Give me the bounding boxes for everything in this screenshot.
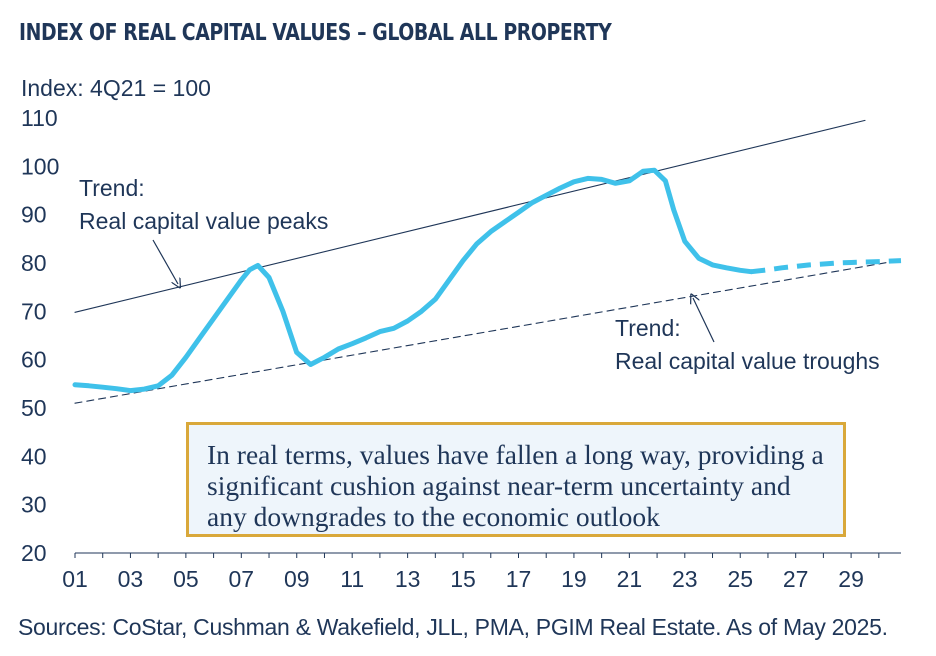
troughs-arrow	[693, 298, 715, 343]
y-axis-label: Index: 4Q21 = 100	[21, 75, 211, 101]
callout-box: In real terms, values have fallen a long…	[186, 422, 846, 537]
y-tick-label: 20	[21, 540, 47, 566]
x-tick-label: 07	[229, 566, 255, 592]
callout-text: In real terms, values have fallen a long…	[207, 439, 824, 532]
chart-title: INDEX OF REAL CAPITAL VALUES – GLOBAL AL…	[19, 20, 612, 46]
y-tick-label: 100	[21, 153, 59, 179]
x-tick-label: 17	[506, 566, 532, 592]
x-tick-label: 05	[173, 566, 199, 592]
x-tick-label: 13	[395, 566, 421, 592]
y-tick-label: 110	[21, 105, 58, 131]
peaks-annotation-line1: Trend:	[79, 175, 145, 201]
y-tick-label: 50	[21, 395, 47, 421]
annotations: Trend: Real capital value peaks Trend: R…	[79, 175, 880, 374]
x-axis: 01 03 05 07 09 11 13 15 17 19 21 23 25 27 29	[62, 552, 901, 592]
x-tick-label: 27	[783, 566, 809, 592]
x-tick-label: 15	[450, 566, 476, 592]
x-tick-label: 29	[838, 566, 864, 592]
x-tick-label: 11	[340, 566, 364, 592]
y-tick-label: 60	[21, 347, 47, 373]
y-tick-labels: 110 100 90 80 70 60 50 40 30 20	[21, 105, 59, 566]
series-line-1	[751, 258, 902, 275]
x-tick-label: 23	[672, 566, 698, 592]
troughs-annotation-line2: Real capital value troughs	[615, 348, 880, 374]
x-tick-label: 03	[118, 566, 144, 592]
trend-lines	[74, 119, 902, 404]
x-tick-label: 01	[62, 566, 88, 592]
series-lines	[72, 167, 902, 394]
x-tick-label: 21	[617, 566, 643, 592]
x-tick-label: 19	[561, 566, 587, 592]
series-line-3	[74, 259, 902, 404]
series-line-0	[72, 167, 754, 394]
peaks-arrow	[152, 239, 178, 284]
y-tick-label: 30	[21, 492, 47, 518]
peaks-annotation-line2: Real capital value peaks	[79, 208, 328, 234]
x-tick-label: 25	[727, 566, 753, 592]
y-tick-label: 90	[21, 202, 47, 228]
y-tick-label: 70	[21, 298, 47, 324]
series-line-2	[74, 119, 866, 313]
x-tick-label: 09	[284, 566, 310, 592]
source-note: Sources: CoStar, Cushman & Wakefield, JL…	[18, 614, 888, 640]
y-tick-label: 80	[21, 250, 47, 276]
y-tick-label: 40	[21, 443, 47, 469]
troughs-annotation-line1: Trend:	[615, 315, 681, 341]
